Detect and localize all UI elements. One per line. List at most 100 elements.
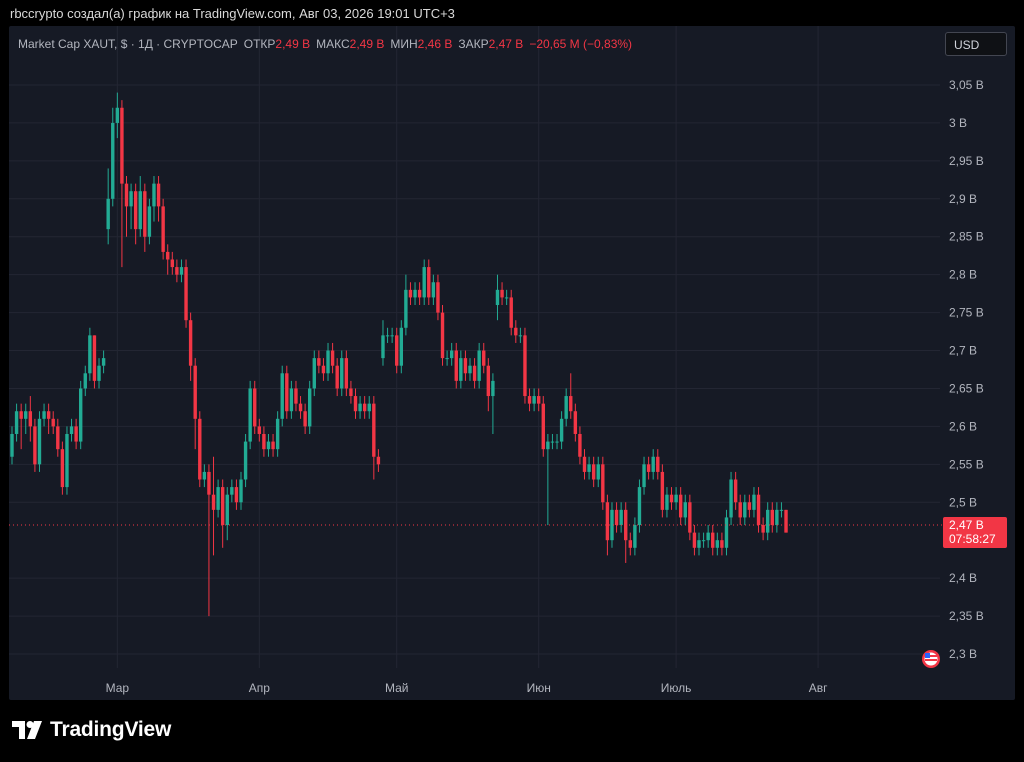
grid-lines bbox=[9, 26, 940, 668]
y-tick-label: 2,4 B bbox=[949, 571, 977, 585]
candle-body bbox=[436, 282, 440, 313]
candle-body bbox=[440, 312, 445, 359]
candle-body bbox=[399, 327, 403, 366]
flag-stripe bbox=[925, 659, 937, 661]
candle-body bbox=[775, 509, 779, 526]
candle-body bbox=[477, 350, 481, 381]
chart-panel[interactable] bbox=[9, 26, 1015, 700]
candle-body bbox=[459, 358, 463, 381]
candle-body bbox=[198, 418, 202, 480]
candle-body bbox=[69, 426, 74, 434]
price-countdown: 07:58:27 bbox=[949, 532, 996, 546]
candle-body bbox=[688, 502, 692, 533]
candle-body bbox=[161, 206, 165, 252]
candle-body bbox=[253, 388, 257, 427]
candle-body bbox=[770, 509, 774, 526]
candle-body bbox=[697, 540, 701, 548]
flag-stripe bbox=[925, 655, 937, 657]
candle-body bbox=[308, 388, 312, 427]
legend-close-label: ЗАКР bbox=[458, 37, 489, 51]
candle-body bbox=[266, 441, 271, 450]
candle-body bbox=[628, 540, 632, 548]
legend-close-value: 2,47 B bbox=[488, 37, 524, 51]
candle-body bbox=[175, 267, 179, 275]
candle-body bbox=[660, 471, 665, 510]
candle-body bbox=[591, 464, 596, 480]
candle-body bbox=[10, 433, 14, 457]
y-tick-label: 2,55 B bbox=[949, 457, 984, 471]
candle-body bbox=[578, 433, 582, 457]
candle-body bbox=[275, 418, 280, 450]
candle-body bbox=[472, 365, 477, 381]
candle-body bbox=[546, 441, 550, 450]
candle-body bbox=[454, 350, 458, 381]
candle-body bbox=[569, 396, 573, 412]
price-overlay: 2,47 B07:58:27 bbox=[9, 517, 1007, 668]
x-tick-label: Авг bbox=[809, 681, 828, 695]
candle-body bbox=[733, 479, 738, 503]
candle-body bbox=[321, 365, 326, 374]
legend-low-value: 2,46 B bbox=[417, 37, 453, 51]
x-tick-label: Мар bbox=[106, 681, 130, 695]
candle-body bbox=[298, 403, 303, 412]
candle-body bbox=[766, 509, 770, 533]
candle-body bbox=[111, 122, 115, 199]
candle-body bbox=[674, 494, 678, 503]
candle-body bbox=[637, 487, 642, 526]
tradingview-logo-icon bbox=[12, 721, 42, 739]
candle-body bbox=[367, 403, 371, 412]
candle-body bbox=[431, 282, 436, 298]
candle-body bbox=[289, 388, 294, 412]
candle-body bbox=[385, 335, 390, 337]
candle-body bbox=[724, 517, 729, 548]
candle-body bbox=[340, 358, 344, 389]
candle-body bbox=[738, 502, 742, 518]
candle-body bbox=[317, 358, 321, 366]
candle-body bbox=[422, 267, 426, 298]
candle-body bbox=[486, 365, 491, 397]
candle-body bbox=[362, 403, 367, 412]
candle-body bbox=[523, 335, 527, 397]
candle-body bbox=[239, 479, 243, 503]
candle-body bbox=[156, 183, 161, 207]
tradingview-logo[interactable]: TradingView bbox=[12, 718, 171, 742]
y-tick-label: 2,8 B bbox=[949, 268, 977, 282]
candle-body bbox=[280, 373, 284, 419]
candle-body bbox=[326, 350, 330, 374]
candle-body bbox=[651, 456, 655, 472]
candle-body bbox=[115, 107, 120, 123]
axes-labels: 3,05 B 3 B 2,95 B 2,9 B 2,85 B 2,8 B 2,75 B 2,7… bbox=[106, 78, 984, 695]
candle-body bbox=[500, 289, 504, 298]
candle-body bbox=[491, 380, 495, 397]
y-tick-label: 2,75 B bbox=[949, 306, 984, 320]
candle-body bbox=[248, 388, 252, 442]
candle-body bbox=[56, 426, 60, 450]
candle-body bbox=[262, 433, 266, 450]
candle-body bbox=[344, 358, 349, 389]
candle-body bbox=[143, 191, 147, 237]
candle-body bbox=[101, 358, 106, 366]
candle-body bbox=[83, 373, 87, 389]
candle-body bbox=[129, 191, 133, 207]
candle-body bbox=[225, 494, 229, 526]
candle-body bbox=[28, 411, 33, 427]
candle-body bbox=[504, 297, 509, 299]
candle-body bbox=[761, 525, 765, 533]
candle-body bbox=[514, 327, 518, 336]
candle-body bbox=[417, 289, 422, 298]
candle-body bbox=[559, 418, 564, 442]
candle-body bbox=[106, 198, 110, 230]
candle-body bbox=[715, 540, 720, 548]
candle-body bbox=[495, 289, 500, 306]
candle-body bbox=[243, 441, 248, 480]
candle-body bbox=[147, 206, 152, 237]
candle-body bbox=[395, 335, 399, 366]
candle-body bbox=[79, 388, 83, 442]
currency-button[interactable]: USD bbox=[945, 32, 1007, 56]
candle-body bbox=[330, 350, 335, 366]
candle-body bbox=[404, 289, 408, 328]
candle-body bbox=[587, 464, 591, 472]
candles-group bbox=[10, 92, 788, 617]
candle-body bbox=[752, 494, 756, 510]
